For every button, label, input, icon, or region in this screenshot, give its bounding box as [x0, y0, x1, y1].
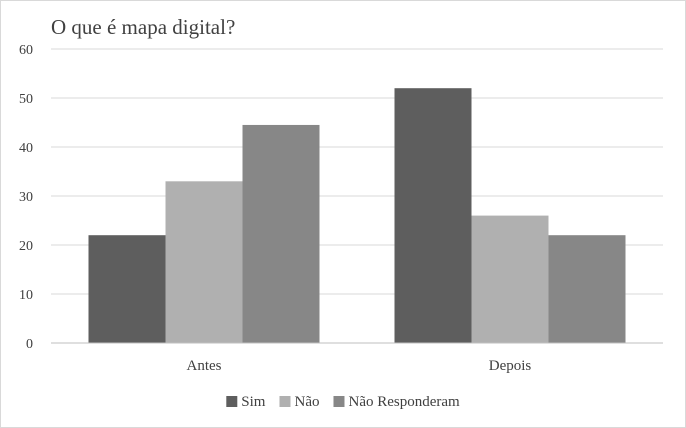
legend-swatch — [226, 396, 238, 407]
y-tick-label: 40 — [19, 141, 33, 156]
x-category-label: Antes — [187, 358, 222, 374]
y-tick-label: 60 — [19, 43, 33, 58]
legend-label: Não — [294, 394, 319, 410]
y-tick-label: 10 — [19, 288, 33, 303]
chart-title: O que é mapa digital? — [51, 15, 236, 39]
y-tick-label: 50 — [19, 92, 33, 107]
bar-sim-depois — [394, 88, 472, 343]
bar-sim-antes — [88, 235, 166, 343]
y-tick-label: 0 — [26, 337, 33, 352]
bar-não-responderam-depois — [548, 235, 626, 343]
legend-swatch — [333, 396, 345, 407]
legend-label: Sim — [241, 394, 266, 410]
x-category-label: Depois — [489, 358, 532, 374]
bar-não-depois — [471, 215, 549, 343]
bar-não-antes — [165, 181, 243, 343]
y-tick-label: 20 — [19, 239, 33, 254]
legend-swatch — [279, 396, 291, 407]
y-tick-label: 30 — [19, 190, 33, 205]
legend-label: Não Responderam — [348, 394, 460, 410]
bar-não-responderam-antes — [242, 124, 320, 343]
